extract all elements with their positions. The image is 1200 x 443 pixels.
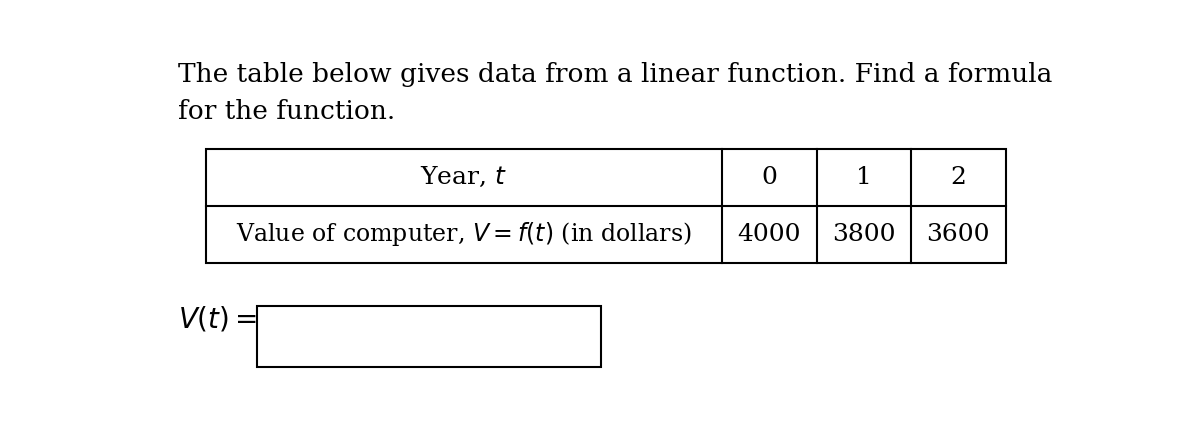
Text: The table below gives data from a linear function. Find a formula: The table below gives data from a linear… [178, 62, 1052, 87]
Text: 3800: 3800 [832, 223, 895, 246]
Bar [206, 149, 1006, 263]
Text: 1: 1 [856, 166, 871, 189]
Text: $V(t) =$: $V(t) =$ [178, 305, 257, 334]
Text: for the function.: for the function. [178, 99, 395, 124]
Text: 3600: 3600 [926, 223, 990, 246]
Text: Value of computer, $V = f(t)$ (in dollars): Value of computer, $V = f(t)$ (in dollar… [236, 220, 691, 249]
Text: 4000: 4000 [738, 223, 800, 246]
Text: 2: 2 [950, 166, 966, 189]
Text: 0: 0 [761, 166, 778, 189]
Bar [257, 306, 601, 367]
Text: Year, $t$: Year, $t$ [420, 165, 508, 189]
